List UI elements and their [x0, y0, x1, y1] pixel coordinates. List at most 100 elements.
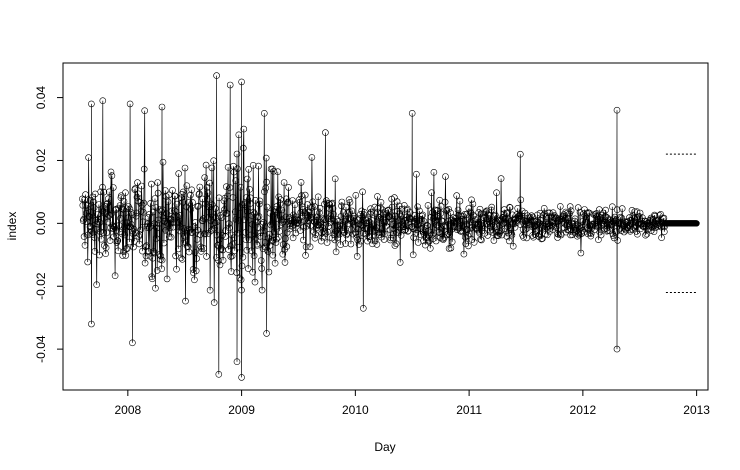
data-point — [206, 286, 214, 294]
data-point — [121, 231, 129, 239]
y-tick-label: 0.02 — [34, 148, 48, 172]
data-point — [469, 200, 477, 208]
data-point — [86, 213, 93, 220]
data-point — [118, 205, 126, 212]
data-point — [645, 222, 653, 230]
data-point — [112, 227, 120, 234]
data-point — [453, 192, 461, 199]
data-point — [397, 212, 405, 220]
data-point — [106, 211, 113, 219]
data-point — [123, 205, 130, 213]
data-point — [357, 237, 365, 245]
data-point — [401, 227, 409, 234]
data-point — [149, 254, 156, 262]
data-point — [381, 230, 389, 237]
data-point — [233, 150, 241, 158]
data-point — [648, 224, 656, 231]
data-point — [331, 175, 339, 183]
data-point — [435, 229, 443, 236]
data-point — [164, 198, 172, 205]
data-point — [238, 78, 245, 86]
data-point — [114, 247, 122, 255]
data-point — [631, 208, 639, 215]
data-point — [389, 212, 396, 220]
data-point — [218, 214, 226, 221]
data-point — [158, 256, 166, 264]
data-point — [364, 237, 371, 245]
data-point — [385, 213, 393, 221]
data-point — [163, 275, 171, 283]
data-point — [260, 110, 268, 117]
data-point — [225, 220, 233, 227]
data-point — [456, 217, 463, 224]
data-point — [210, 157, 217, 164]
data-point — [188, 186, 195, 194]
data-point — [367, 208, 375, 216]
data-point — [224, 192, 231, 200]
data-point — [237, 183, 244, 191]
data-point — [660, 228, 668, 235]
data-point — [202, 161, 210, 169]
data-point — [140, 165, 148, 173]
data-point — [505, 237, 513, 245]
data-point — [294, 217, 302, 224]
data-point — [282, 195, 290, 203]
data-point — [173, 265, 180, 273]
data-point — [382, 222, 390, 230]
data-point — [189, 199, 196, 206]
data-point — [250, 208, 257, 216]
data-point — [475, 209, 483, 216]
data-point — [538, 235, 545, 243]
data-point — [191, 276, 198, 284]
data-point — [395, 226, 402, 234]
data-point — [337, 241, 344, 248]
data-point — [297, 179, 305, 186]
data-point — [140, 208, 147, 216]
data-point — [257, 257, 265, 264]
data-point — [340, 215, 348, 223]
data-point — [658, 234, 665, 241]
data-point — [427, 229, 435, 236]
data-point — [88, 100, 95, 108]
data-point — [322, 230, 330, 237]
data-point — [366, 233, 374, 240]
data-point — [231, 247, 239, 255]
data-point — [214, 218, 221, 225]
data-point — [110, 184, 117, 191]
data-point — [101, 210, 109, 217]
data-point — [90, 204, 98, 211]
data-point — [594, 223, 601, 230]
data-point — [454, 206, 462, 214]
data-point — [88, 320, 95, 328]
data-point — [439, 235, 446, 243]
x-axis-title: Day — [374, 440, 395, 454]
data-point — [354, 236, 361, 244]
data-point — [226, 81, 234, 89]
data-point — [196, 183, 204, 191]
data-point — [157, 252, 165, 260]
data-point — [129, 339, 136, 347]
data-point — [171, 192, 179, 200]
data-point — [184, 243, 192, 250]
data-point — [261, 239, 269, 246]
data-point — [414, 203, 422, 211]
data-point — [172, 208, 180, 216]
data-point — [264, 248, 272, 255]
data-point — [377, 199, 385, 206]
data-point — [222, 227, 230, 234]
data-point — [635, 213, 643, 220]
data-point — [574, 230, 582, 237]
data-point — [308, 214, 315, 222]
data-point — [256, 233, 264, 240]
data-point — [143, 224, 151, 231]
data-point — [396, 259, 404, 266]
data-point — [169, 223, 177, 231]
data-point — [359, 304, 367, 312]
data-point — [159, 158, 167, 166]
data-point — [309, 198, 317, 206]
data-point — [652, 224, 660, 231]
data-point — [153, 267, 161, 274]
data-point — [250, 252, 258, 259]
data-point — [102, 244, 110, 251]
